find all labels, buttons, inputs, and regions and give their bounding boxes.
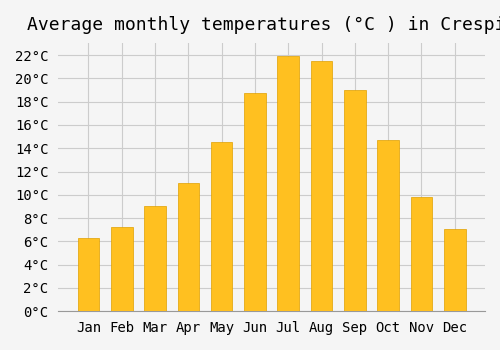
Bar [78,238,100,311]
Bar [378,140,399,311]
Bar [310,61,332,311]
Bar [444,229,466,311]
Bar [211,142,233,311]
Bar [111,228,132,311]
Bar [344,90,366,311]
Bar [244,93,266,311]
Bar [178,183,199,311]
Title: Average monthly temperatures (°C ) in Crespià: Average monthly temperatures (°C ) in Cr… [27,15,500,34]
Bar [144,206,166,311]
Bar [410,197,432,311]
Bar [278,56,299,311]
